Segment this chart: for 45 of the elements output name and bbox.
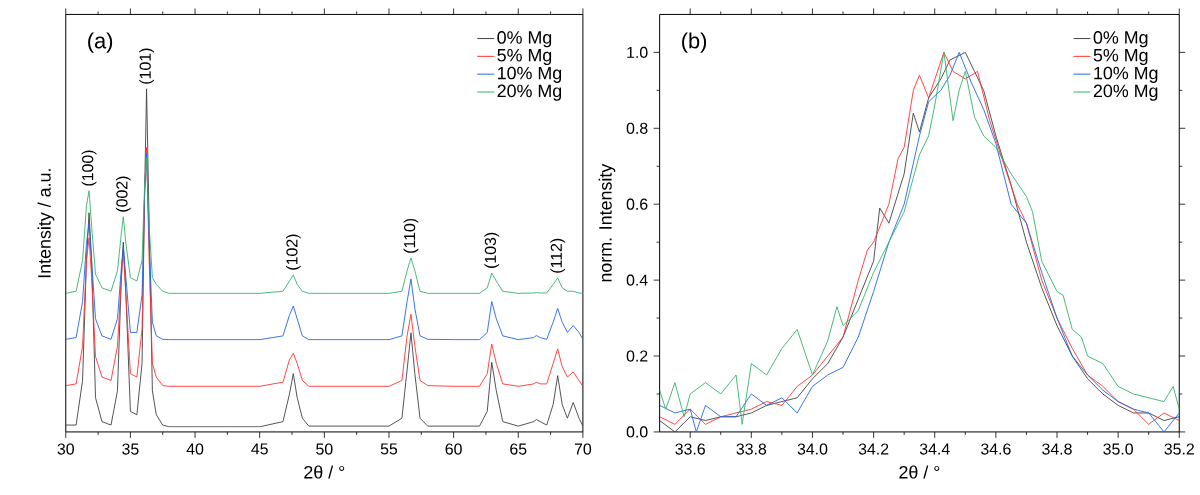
y-tick-label: 0.4 (626, 274, 648, 286)
annotation: (b) (682, 32, 707, 53)
annotation: (101) (139, 48, 154, 84)
y-tick-label: 0.2 (626, 350, 648, 362)
legend-label: 5% Mg (1093, 48, 1148, 65)
annotation: (102) (285, 234, 301, 270)
x-tick-label: 35 (122, 443, 139, 455)
x-tick-label: 70 (574, 443, 592, 455)
legend-label: 20% Mg (497, 84, 562, 101)
y-tick-label: 0.6 (626, 198, 648, 210)
annotation: (112) (550, 238, 566, 273)
x-tick-label: 35.2 (1164, 443, 1194, 455)
legend-label: 20% Mg (1093, 84, 1158, 101)
y-axis-title: norm. Intensity (598, 163, 616, 282)
y-axis-title: Intensity / a.u. (37, 169, 55, 278)
legend-label: 10% Mg (498, 66, 562, 83)
annotation: (002) (115, 176, 131, 212)
annotation: (103) (484, 232, 500, 268)
x-tick-label: 34.6 (981, 443, 1011, 455)
x-tick-label: 60 (445, 443, 462, 455)
legend-label: 0% Mg (1093, 31, 1148, 48)
y-tick-label: 0.0 (626, 426, 648, 438)
legend-label: 10% Mg (1094, 66, 1158, 83)
y-tick-label: 1.0 (627, 46, 648, 58)
annotation: (100) (81, 150, 97, 186)
x-tick-label: 50 (316, 443, 333, 455)
x-tick-label: 65 (510, 443, 527, 455)
x-tick-label: 45 (251, 443, 268, 455)
y-tick-label: 0.8 (626, 122, 648, 134)
x-axis-title: 2θ / ° (899, 465, 940, 479)
x-tick-label: 33.6 (675, 443, 705, 455)
x-tick-label: 33.8 (736, 443, 767, 455)
legend-label: 0% Mg (497, 31, 552, 48)
x-axis-title: 2θ / ° (304, 465, 345, 479)
x-tick-label: 34.8 (1042, 443, 1072, 455)
legend-label: 5% Mg (497, 48, 552, 65)
x-tick-label: 35.0 (1103, 443, 1133, 455)
x-tick-label: 34.4 (919, 443, 950, 455)
x-tick-label: 34.0 (797, 443, 828, 455)
annotation: (110) (403, 218, 419, 253)
x-tick-label: 55 (380, 443, 398, 455)
x-tick-label: 30 (57, 443, 74, 455)
x-tick-label: 34.2 (858, 443, 889, 455)
x-tick-label: 40 (186, 443, 204, 455)
text: (a) (88, 32, 113, 53)
